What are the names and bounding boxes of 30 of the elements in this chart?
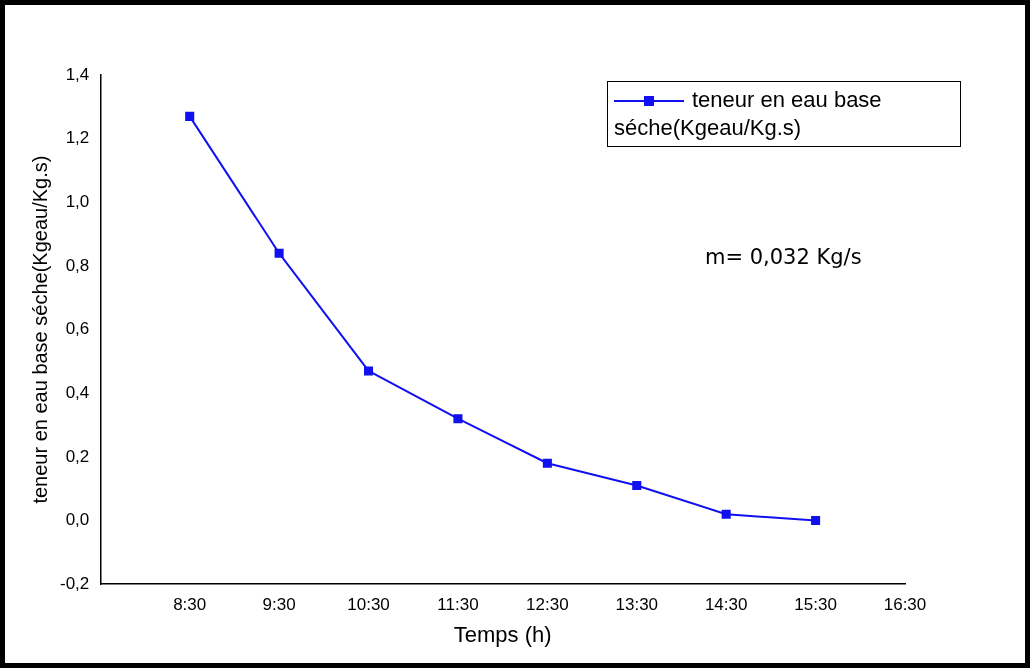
point: [363, 366, 374, 376]
x-tick-label: 15:30: [794, 595, 837, 615]
y-axis-title: teneur en eau base séche(Kgeau/Kg.s): [28, 155, 51, 504]
annotation: m= 0,032 Kg/s: [705, 245, 862, 269]
y-tick-label: 0,0: [65, 510, 90, 530]
x-tick-label: 11:30: [437, 595, 479, 615]
point: [811, 516, 821, 526]
y-tick-label: 0,8: [65, 255, 90, 275]
x-axis-title: Temps (h): [453, 621, 552, 647]
point: [274, 248, 284, 258]
x-tick-label: 9:30: [262, 595, 296, 615]
x-tick-label: 8:30: [173, 595, 207, 615]
y-tick-label: 1,4: [65, 64, 90, 84]
x-tick-label: 12:30: [526, 595, 569, 615]
x-tick-label: 10:30: [347, 595, 390, 615]
point: [542, 458, 552, 468]
y-tick-label: 0,6: [65, 319, 90, 339]
point: [185, 111, 195, 121]
point: [453, 414, 463, 424]
y-tick-label: -0,2: [60, 573, 90, 593]
y-tick-label: 0,2: [65, 446, 90, 466]
y-tick-label: 1,2: [65, 128, 90, 148]
legend-label: teneur en eau base séche(Kgeau/Kg.s): [614, 86, 883, 142]
x-tick-label: 13:30: [615, 595, 659, 615]
x-tick-label: 16:30: [883, 595, 927, 615]
y-tick-label: 0,4: [65, 382, 90, 402]
x-tick-label: 14:30: [704, 595, 748, 615]
point: [632, 481, 642, 491]
point: [721, 509, 731, 519]
y-tick-label: 1,0: [65, 191, 90, 211]
